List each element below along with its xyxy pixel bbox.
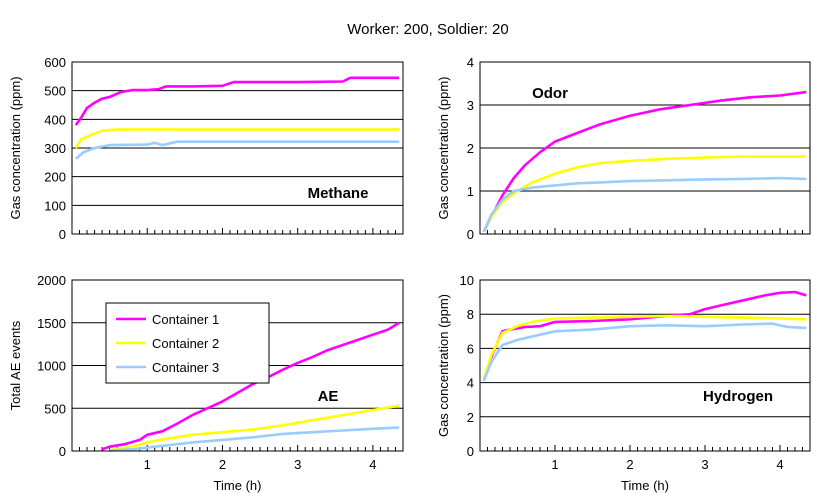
plot-frame — [479, 61, 811, 235]
x-tick-label: 3 — [294, 457, 301, 472]
series-line-container-1 — [74, 76, 400, 126]
y-tick-label: 300 — [44, 141, 66, 156]
x-tick-label: 3 — [701, 457, 708, 472]
panel-annotation: AE — [318, 388, 339, 405]
series-line-container-3 — [482, 322, 807, 382]
series-line-container-2 — [109, 404, 400, 452]
series-line-container-1 — [482, 90, 807, 233]
x-axis-label: Time (h) — [214, 478, 262, 493]
y-axis-label: Gas concentration (ppm) — [436, 294, 451, 437]
plot-frame — [71, 279, 404, 452]
x-tick-label: 2 — [626, 457, 633, 472]
y-tick-label: 200 — [44, 170, 66, 185]
plot-frame — [71, 61, 404, 235]
panel-annotation: Odor — [532, 85, 568, 102]
x-tick-label: 2 — [219, 457, 226, 472]
y-tick-label: 4 — [467, 55, 474, 70]
legend-label: Container 3 — [152, 360, 219, 375]
plot-frame — [479, 279, 811, 452]
x-tick-label: 4 — [776, 457, 783, 472]
series-line-container-2 — [482, 314, 807, 380]
legend: Container 1 Container 2 Container 3 — [105, 302, 270, 384]
x-tick-label: 1 — [144, 457, 151, 472]
figure-title: Worker: 200, Soldier: 20 — [347, 21, 508, 38]
y-axis-label: Gas concentration (ppm) — [8, 76, 23, 219]
y-tick-label: 500 — [44, 401, 66, 416]
y-tick-label: 1 — [467, 184, 474, 199]
panel-annotation: Methane — [308, 185, 369, 202]
y-tick-label: 600 — [44, 55, 66, 70]
y-tick-label: 400 — [44, 112, 66, 127]
y-tick-label: 1500 — [37, 316, 66, 331]
y-tick-label: 6 — [467, 341, 474, 356]
legend-label: Container 1 — [152, 312, 219, 327]
panel-odor: 0 1 2 3 4 Gas concentration (ppm) Odor — [436, 55, 811, 242]
y-axis-label: Gas concentration (ppm) — [436, 76, 451, 219]
y-tick-label: 1000 — [37, 359, 66, 374]
series-line-container-3 — [74, 140, 400, 160]
series-line-container-2 — [74, 128, 400, 149]
y-tick-label: 2000 — [37, 273, 66, 288]
y-tick-label: 0 — [467, 444, 474, 459]
y-tick-label: 0 — [59, 444, 66, 459]
x-tick-label: 4 — [369, 457, 376, 472]
y-tick-label: 2 — [467, 141, 474, 156]
y-tick-label: 0 — [467, 227, 474, 242]
series-line-container-1 — [101, 321, 400, 451]
y-tick-label: 2 — [467, 410, 474, 425]
panel-annotation: Hydrogen — [703, 388, 773, 405]
panel-ae: 0 500 1000 1500 2000 1 2 3 4 Time (h) Total AE eve… — [8, 273, 404, 493]
series-line-container-3 — [482, 176, 807, 233]
series-line-container-2 — [482, 155, 807, 233]
y-tick-label: 10 — [460, 273, 474, 288]
y-tick-label: 8 — [467, 307, 474, 322]
y-tick-label: 500 — [44, 84, 66, 99]
y-tick-label: 0 — [59, 227, 66, 242]
panel-methane: 0 100 200 300 400 500 600 Gas concentration (pp… — [8, 55, 404, 242]
legend-label: Container 2 — [152, 336, 219, 351]
series-line-container-3 — [109, 426, 400, 452]
x-tick-label: 1 — [551, 457, 558, 472]
y-axis-label: Total AE events — [8, 320, 23, 410]
y-tick-label: 4 — [467, 376, 474, 391]
x-axis-label: Time (h) — [621, 478, 669, 493]
y-tick-label: 100 — [44, 198, 66, 213]
y-tick-label: 3 — [467, 98, 474, 113]
